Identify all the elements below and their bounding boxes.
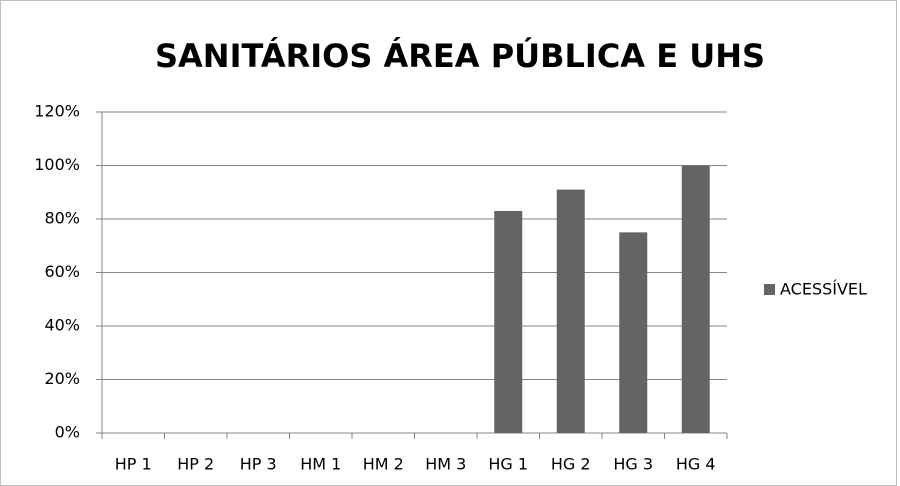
x-tick-label: HG 1 — [488, 455, 528, 474]
y-tick-label: 100% — [34, 155, 80, 174]
bar — [556, 189, 585, 433]
x-tick-label: HP 1 — [115, 455, 152, 474]
x-tick-label: HG 2 — [551, 455, 591, 474]
x-tick-label: HP 3 — [240, 455, 277, 474]
x-tick-label: HG 3 — [613, 455, 653, 474]
bar — [681, 165, 710, 433]
y-tick-label: 0% — [55, 423, 80, 442]
bar — [494, 210, 523, 433]
y-tick-label: 40% — [44, 316, 80, 335]
y-tick-label: 80% — [44, 209, 80, 228]
x-tick-label: HM 3 — [425, 455, 466, 474]
y-tick-label: 20% — [44, 369, 80, 388]
x-tick-label: HM 2 — [363, 455, 404, 474]
y-tick-label: 60% — [44, 262, 80, 281]
x-tick-label: HM 1 — [300, 455, 341, 474]
x-tick-label: HP 2 — [177, 455, 214, 474]
legend-label: ACESSÍVEL — [780, 280, 867, 299]
bar — [619, 232, 648, 433]
x-tick-label: HG 4 — [676, 455, 716, 474]
y-tick-label: 120% — [34, 102, 80, 121]
legend-swatch — [764, 284, 775, 295]
chart-title: SANITÁRIOS ÁREA PÚBLICA E UHS — [155, 36, 765, 75]
